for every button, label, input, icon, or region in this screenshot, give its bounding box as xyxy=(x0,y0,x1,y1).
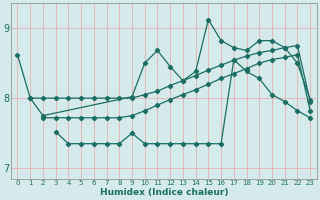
X-axis label: Humidex (Indice chaleur): Humidex (Indice chaleur) xyxy=(100,188,228,197)
